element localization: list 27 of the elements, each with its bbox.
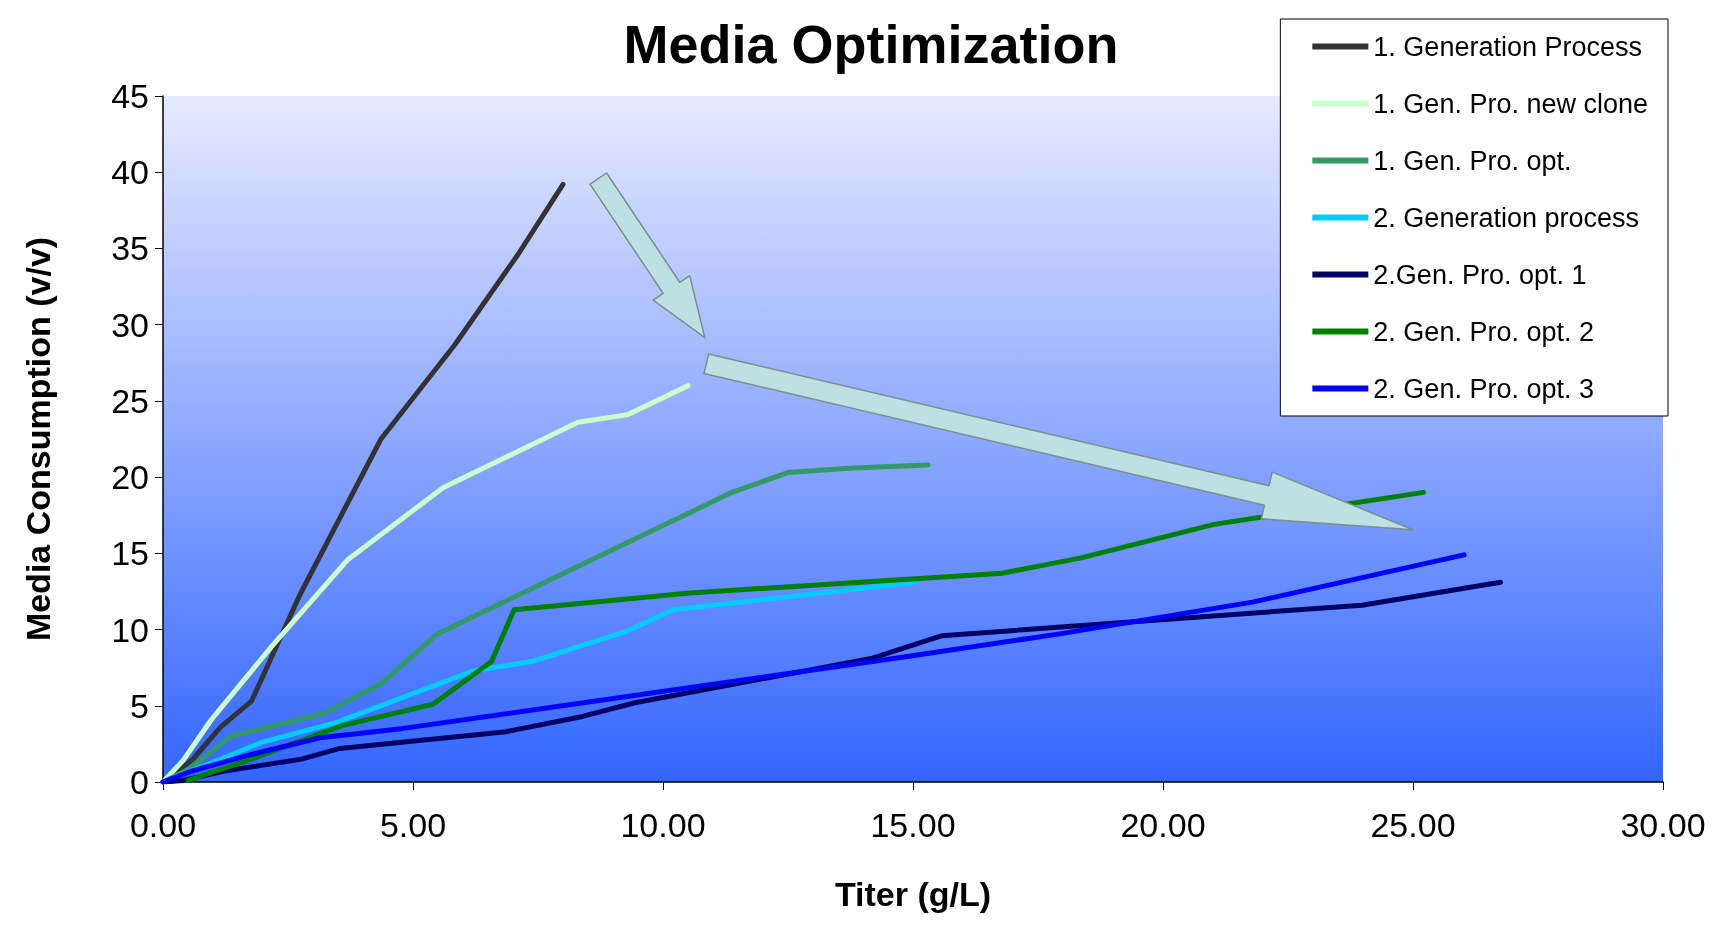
x-tick-label: 25.00	[1370, 806, 1456, 844]
y-tick-label: 40	[111, 153, 149, 192]
legend-label: 2.Gen. Pro. opt. 1	[1373, 259, 1587, 290]
x-tick-label: 0.00	[129, 806, 197, 844]
x-tick-label: 10.00	[620, 806, 706, 844]
x-axis-title: Titer (g/L)	[834, 875, 992, 913]
y-tick-label: 45	[111, 77, 149, 115]
x-tick-label: 30.00	[1620, 806, 1706, 844]
y-tick-label: 15	[111, 534, 149, 573]
x-tick-label: 15.00	[870, 806, 956, 844]
y-tick-label: 0	[130, 763, 149, 801]
legend-label: 1. Gen. Pro. opt.	[1373, 145, 1572, 176]
legend-label: 1. Generation Process	[1373, 31, 1642, 62]
legend-label: 2. Gen. Pro. opt. 2	[1373, 316, 1594, 347]
legend-label: 2. Generation process	[1373, 202, 1639, 233]
y-tick-label: 30	[111, 305, 149, 344]
y-tick-label: 10	[111, 610, 149, 649]
x-tick-label: 5.00	[379, 806, 447, 844]
y-tick-label: 25	[111, 381, 149, 420]
y-tick-label: 5	[130, 686, 149, 725]
legend-label: 1. Gen. Pro. new clone	[1373, 88, 1648, 119]
chart-title: Media Optimization	[623, 14, 1119, 74]
y-tick-label: 35	[111, 229, 149, 268]
y-tick-label: 20	[111, 458, 149, 497]
x-tick-label: 20.00	[1120, 806, 1206, 844]
legend-label: 2. Gen. Pro. opt. 3	[1373, 373, 1594, 404]
y-axis-title: Media Consumption (v/v)	[19, 236, 57, 642]
